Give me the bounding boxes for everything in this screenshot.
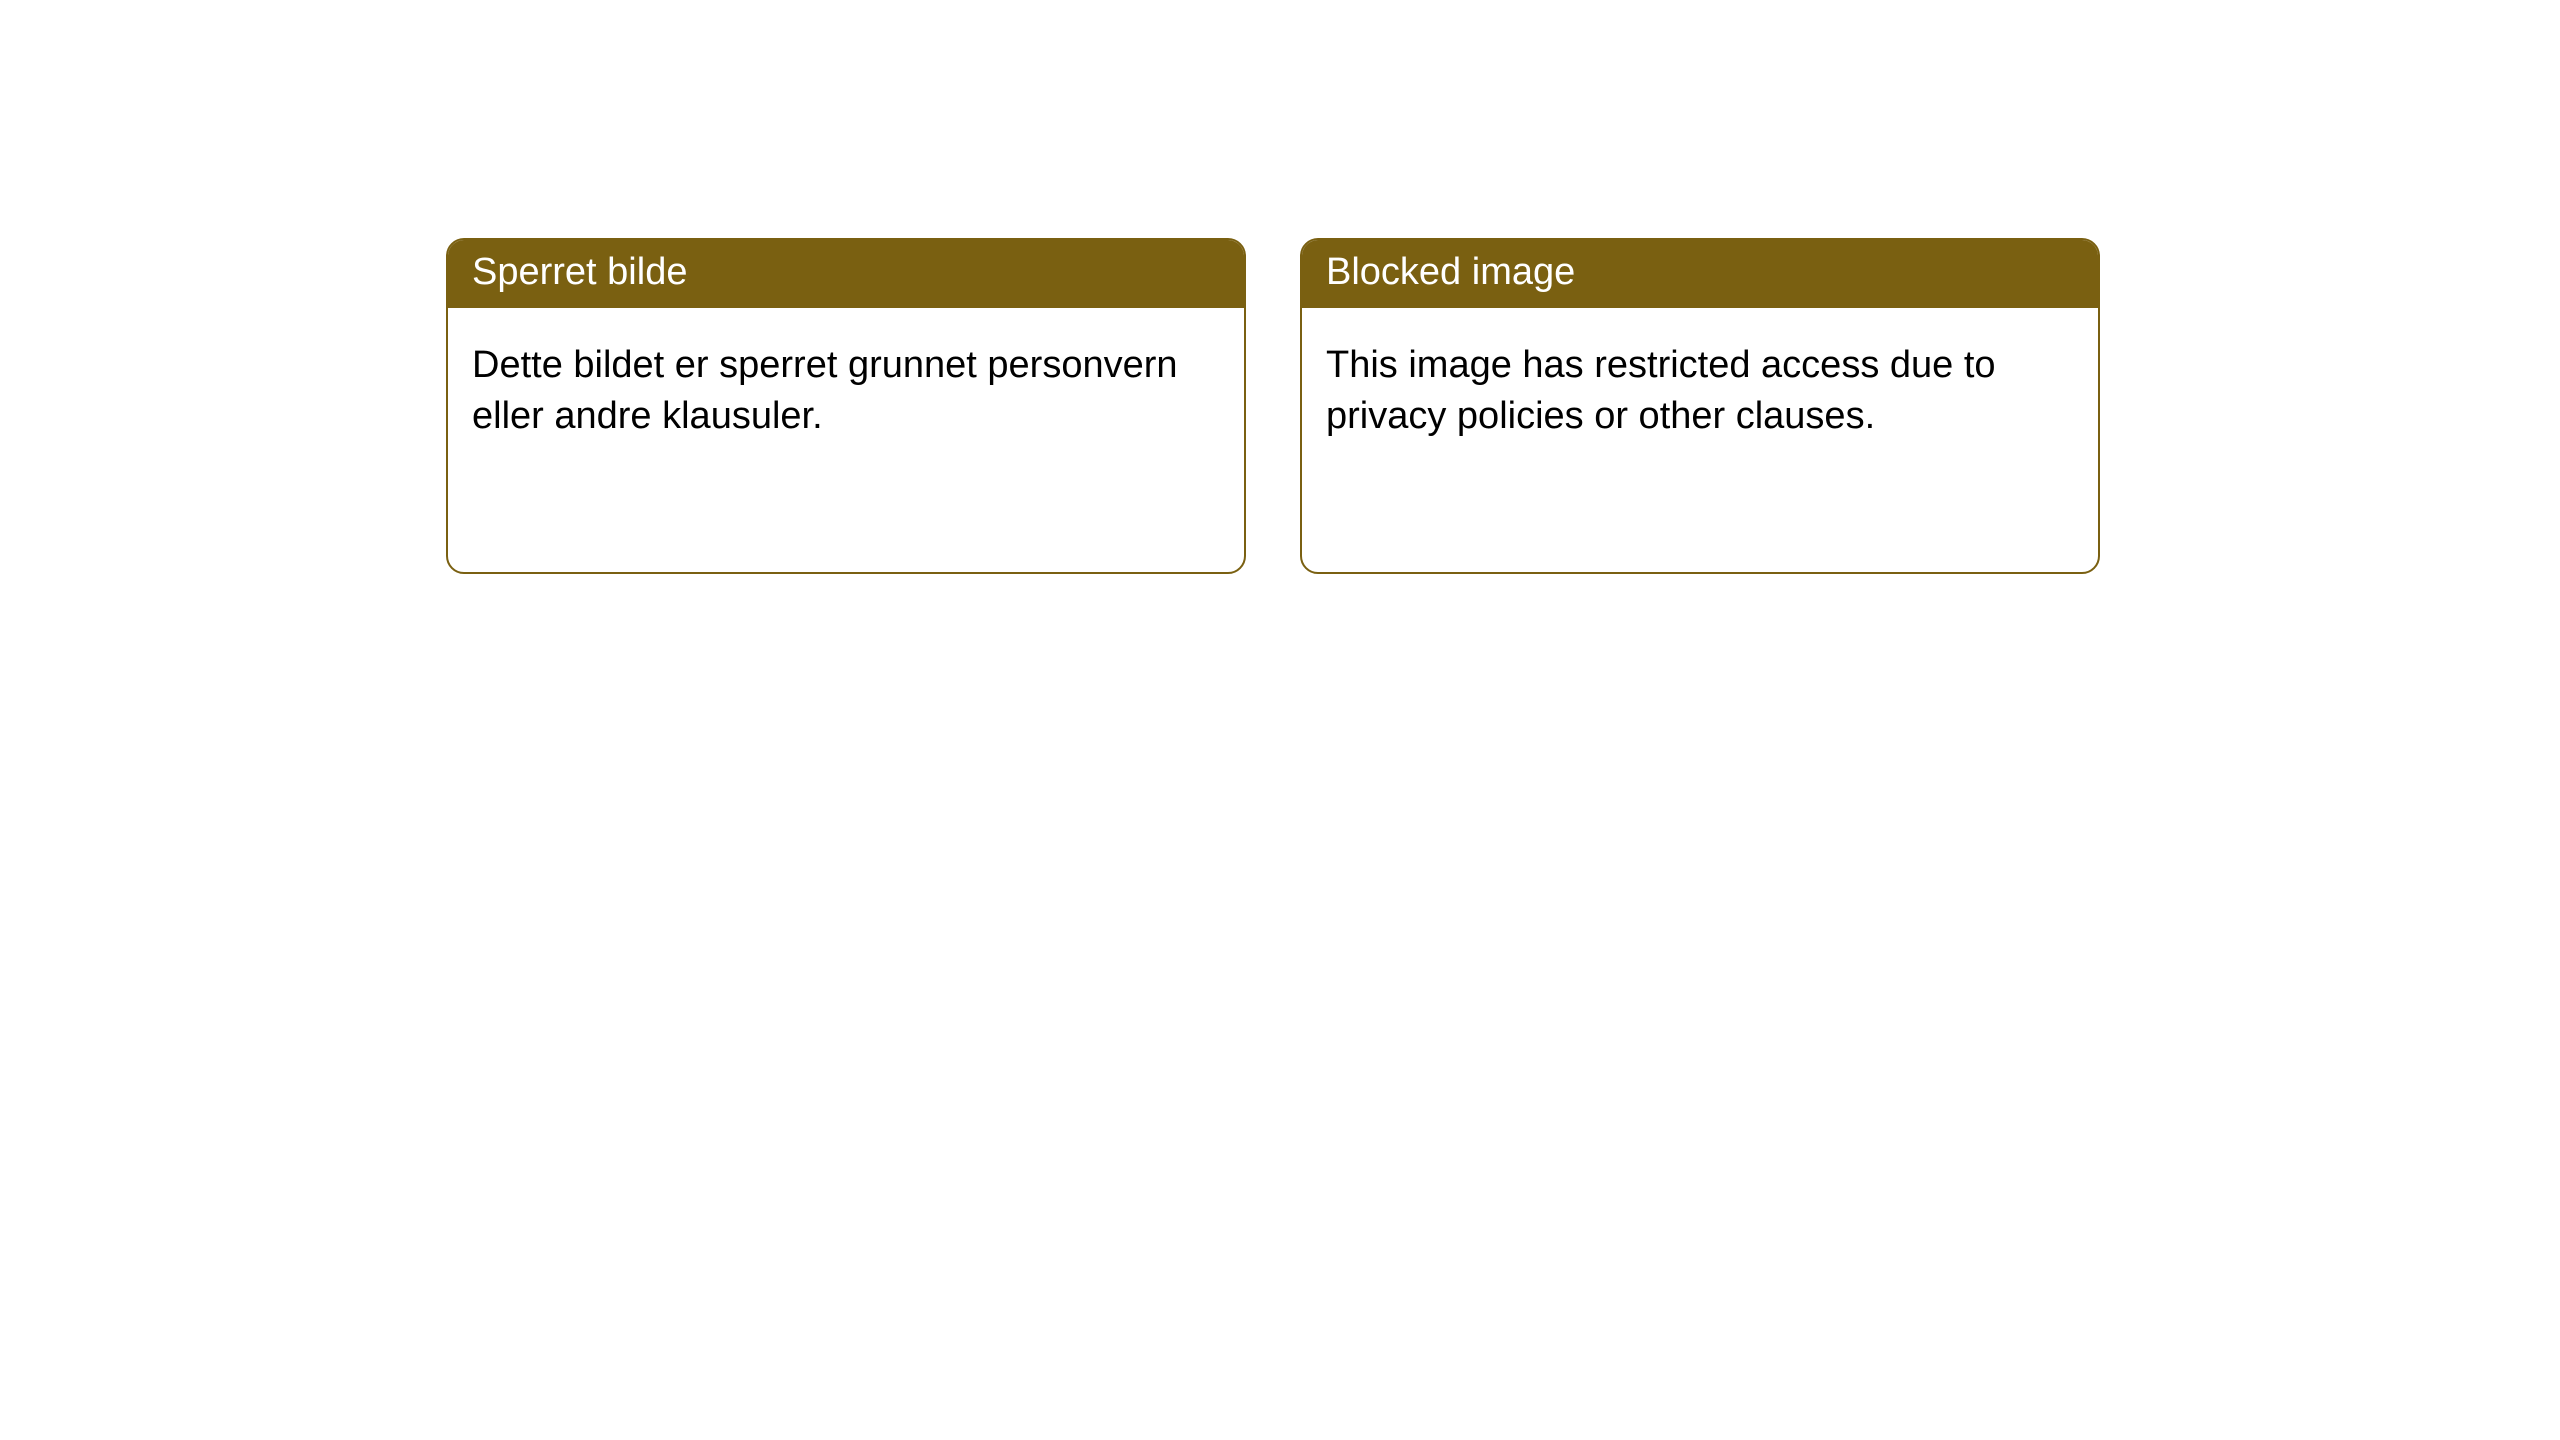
card-body-no: Dette bildet er sperret grunnet personve… <box>448 308 1244 467</box>
card-header-no: Sperret bilde <box>448 240 1244 308</box>
card-header-en: Blocked image <box>1302 240 2098 308</box>
card-message-en: This image has restricted access due to … <box>1326 344 1996 437</box>
blocked-image-card-en: Blocked image This image has restricted … <box>1300 238 2100 574</box>
card-title-en: Blocked image <box>1326 251 1575 293</box>
card-title-no: Sperret bilde <box>472 251 687 293</box>
blocked-image-card-no: Sperret bilde Dette bildet er sperret gr… <box>446 238 1246 574</box>
card-body-en: This image has restricted access due to … <box>1302 308 2098 467</box>
notice-container: Sperret bilde Dette bildet er sperret gr… <box>0 0 2560 574</box>
card-message-no: Dette bildet er sperret grunnet personve… <box>472 344 1178 437</box>
